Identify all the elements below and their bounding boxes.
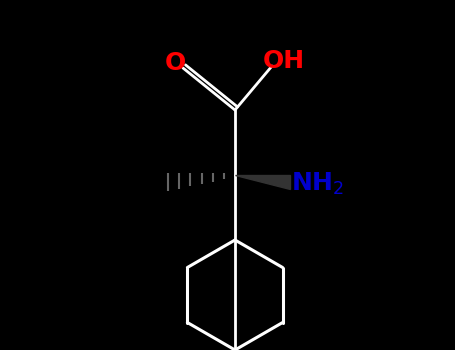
Text: O: O xyxy=(164,51,186,75)
Text: OH: OH xyxy=(263,49,305,73)
Text: NH$_2$: NH$_2$ xyxy=(291,171,344,197)
Polygon shape xyxy=(235,175,290,189)
